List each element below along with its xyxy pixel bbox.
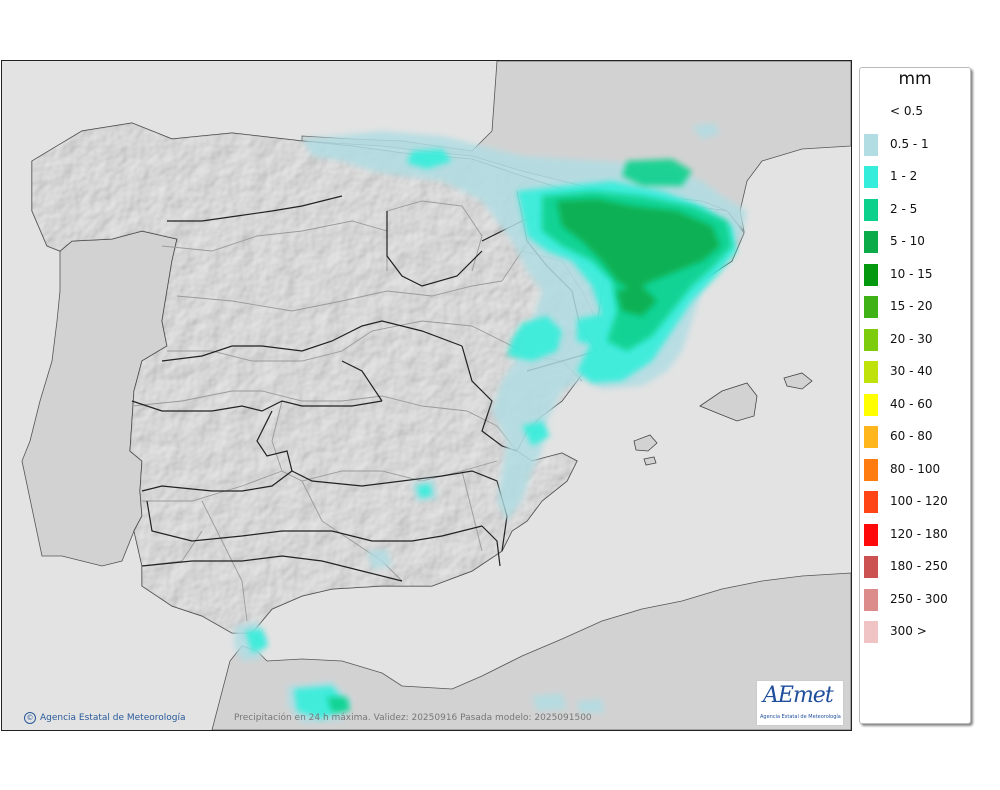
formentera-island	[643, 456, 657, 466]
legend-swatch	[864, 588, 878, 611]
legend-item: 0.5 - 1	[864, 131, 968, 156]
legend-item: 300 >	[864, 618, 968, 643]
legend-swatch	[864, 426, 878, 448]
legend-label: 80 - 100	[890, 461, 941, 476]
map-canvas	[21, 61, 851, 730]
legend-swatch	[864, 198, 878, 221]
precip-intense	[557, 199, 720, 316]
legend-item: 60 - 80	[864, 423, 968, 448]
legend-swatch	[864, 621, 878, 643]
logo-subtext: Agencia Estatal de Meteorología	[760, 714, 841, 720]
legend-swatch	[864, 231, 878, 253]
legend-swatch	[864, 296, 878, 318]
legend-item: 80 - 100	[864, 456, 968, 481]
legend-swatch	[864, 328, 878, 351]
legend-label: 20 - 30	[890, 331, 933, 346]
legend-label: 10 - 15	[890, 266, 933, 281]
legend-item: 10 - 15	[864, 261, 968, 286]
legend-item: 2 - 5	[864, 196, 968, 221]
legend-swatch	[864, 133, 878, 156]
legend-label: 0.5 - 1	[890, 136, 929, 151]
legend-label: 120 - 180	[890, 526, 948, 541]
legend-label: 5 - 10	[890, 234, 925, 248]
precipitation-legend: mm < 0.5 0.5 - 1 1 - 2 2 - 5 5 - 10 10 - 15 15…	[859, 67, 971, 724]
legend-item: 5 - 10	[864, 228, 968, 253]
mallorca-island	[699, 382, 758, 422]
legend-label: 15 - 20	[890, 299, 933, 313]
legend-item: 250 - 300	[864, 586, 968, 611]
map-caption: Precipitación en 24 h máxima. Validez: 2…	[234, 713, 592, 723]
legend-item: 15 - 20	[864, 293, 968, 318]
legend-item: 1 - 2	[864, 163, 968, 188]
legend-item: 20 - 30	[864, 326, 968, 351]
legend-item: 100 - 120	[864, 488, 968, 513]
legend-label: 180 - 250	[890, 559, 948, 573]
legend-swatch	[864, 523, 878, 546]
legend-swatch	[864, 361, 878, 383]
legend-swatch	[864, 556, 878, 578]
legend-label: 300 >	[890, 624, 927, 638]
legend-swatch	[864, 393, 878, 416]
credit-text: Agencia Estatal de Meteorología	[40, 713, 186, 723]
ibiza-island	[633, 434, 658, 452]
legend-swatch	[864, 263, 878, 286]
legend-swatch	[864, 166, 878, 188]
legend-item: 120 - 180	[864, 521, 968, 546]
legend-label: 40 - 60	[890, 396, 933, 411]
logo-wordmark: AEmet	[763, 683, 834, 708]
aemet-credit: © Agencia Estatal de Meteorología	[24, 712, 186, 724]
legend-label: 250 - 300	[890, 591, 948, 606]
precipitation-map[interactable]: © Agencia Estatal de Meteorología Precip…	[1, 60, 852, 731]
legend-swatch	[864, 491, 878, 513]
copyright-icon: ©	[24, 712, 36, 724]
legend-label: 2 - 5	[890, 201, 918, 216]
menorca-island	[783, 372, 813, 390]
legend-item: 40 - 60	[864, 391, 968, 416]
legend-title: mm	[898, 69, 932, 89]
legend-item: < 0.5	[864, 98, 968, 123]
legend-item: 180 - 250	[864, 553, 968, 578]
aemet-logo: AEmet Agencia Estatal de Meteorología	[756, 680, 844, 726]
legend-label: < 0.5	[890, 104, 923, 118]
legend-label: 60 - 80	[890, 429, 933, 443]
legend-label: 30 - 40	[890, 364, 933, 378]
legend-swatch	[864, 101, 878, 123]
legend-item: 30 - 40	[864, 358, 968, 383]
africa-land	[211, 572, 851, 730]
legend-label: 1 - 2	[890, 169, 918, 183]
legend-label: 100 - 120	[890, 494, 948, 508]
legend-swatch	[864, 458, 878, 481]
